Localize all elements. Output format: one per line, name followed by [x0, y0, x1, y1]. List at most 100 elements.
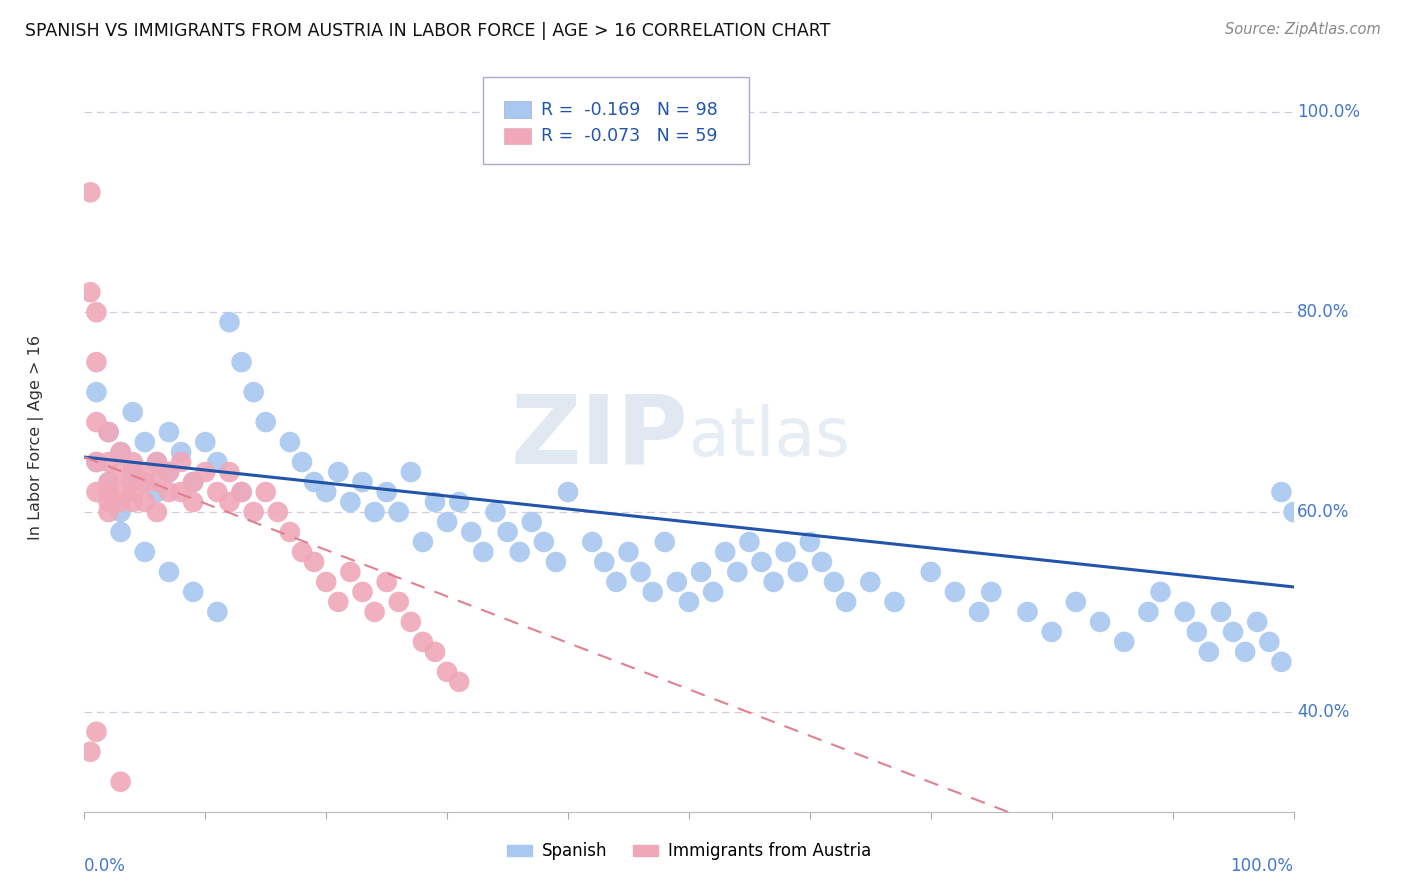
Point — [1149, 585, 1171, 599]
Point — [134, 435, 156, 450]
Text: 100.0%: 100.0% — [1230, 856, 1294, 875]
Point — [110, 445, 132, 459]
Point — [762, 574, 785, 589]
Point — [97, 425, 120, 439]
Point — [980, 585, 1002, 599]
Point — [1234, 645, 1257, 659]
Point — [533, 535, 555, 549]
Point — [170, 445, 193, 459]
Point — [79, 186, 101, 200]
Legend: Spanish, Immigrants from Austria: Spanish, Immigrants from Austria — [501, 836, 877, 867]
Point — [110, 445, 132, 459]
Point — [399, 465, 422, 479]
Point — [375, 485, 398, 500]
Point — [1137, 605, 1160, 619]
Point — [751, 555, 773, 569]
Point — [86, 724, 108, 739]
Point — [328, 465, 350, 479]
Point — [134, 475, 156, 489]
Point — [146, 485, 169, 500]
Point — [943, 585, 966, 599]
Point — [194, 435, 217, 450]
Point — [436, 665, 458, 679]
Point — [110, 495, 132, 509]
Point — [388, 595, 411, 609]
Point — [254, 485, 277, 500]
Point — [738, 535, 761, 549]
Point — [121, 465, 143, 479]
Text: ZIP: ZIP — [510, 391, 689, 483]
Point — [1270, 485, 1292, 500]
Point — [423, 495, 446, 509]
Point — [678, 595, 700, 609]
Point — [1209, 605, 1232, 619]
Point — [207, 455, 229, 469]
Text: 100.0%: 100.0% — [1298, 103, 1360, 121]
Point — [97, 505, 120, 519]
Point — [207, 485, 229, 500]
Point — [302, 475, 325, 489]
Point — [1270, 655, 1292, 669]
Point — [1174, 605, 1197, 619]
Point — [231, 485, 253, 500]
Point — [134, 465, 156, 479]
Point — [1222, 624, 1244, 639]
Point — [339, 495, 361, 509]
Text: R =  -0.073   N = 59: R = -0.073 N = 59 — [541, 127, 718, 145]
Point — [207, 605, 229, 619]
Point — [1040, 624, 1063, 639]
Text: 60.0%: 60.0% — [1298, 503, 1350, 521]
Point — [1114, 635, 1136, 649]
Point — [1246, 615, 1268, 629]
Point — [157, 465, 180, 479]
Point — [231, 485, 253, 500]
Point — [110, 774, 132, 789]
Point — [725, 565, 748, 579]
Point — [605, 574, 627, 589]
Point — [702, 585, 724, 599]
Point — [363, 505, 385, 519]
Point — [1064, 595, 1087, 609]
Point — [181, 585, 204, 599]
Point — [121, 485, 143, 500]
Point — [859, 574, 882, 589]
Point — [97, 475, 120, 489]
Point — [291, 545, 314, 559]
Point — [121, 475, 143, 489]
Point — [181, 475, 204, 489]
Point — [231, 355, 253, 369]
Text: atlas: atlas — [689, 404, 849, 470]
Point — [218, 495, 240, 509]
Point — [170, 455, 193, 469]
FancyBboxPatch shape — [484, 78, 749, 163]
Text: 0.0%: 0.0% — [84, 856, 127, 875]
Point — [86, 385, 108, 400]
Point — [412, 635, 434, 649]
Text: 80.0%: 80.0% — [1298, 303, 1350, 321]
Point — [617, 545, 640, 559]
Point — [811, 555, 834, 569]
Point — [352, 585, 374, 599]
Point — [134, 475, 156, 489]
Point — [399, 615, 422, 629]
Point — [328, 595, 350, 609]
Point — [97, 485, 120, 500]
Point — [146, 505, 169, 519]
Point — [278, 435, 301, 450]
Point — [194, 465, 217, 479]
Point — [121, 405, 143, 419]
Point — [242, 385, 264, 400]
Text: R =  -0.169   N = 98: R = -0.169 N = 98 — [541, 101, 718, 119]
Text: SPANISH VS IMMIGRANTS FROM AUSTRIA IN LABOR FORCE | AGE > 16 CORRELATION CHART: SPANISH VS IMMIGRANTS FROM AUSTRIA IN LA… — [25, 22, 831, 40]
Point — [557, 485, 579, 500]
Point — [436, 515, 458, 529]
Point — [86, 305, 108, 319]
Point — [79, 285, 101, 300]
Point — [799, 535, 821, 549]
Point — [654, 535, 676, 549]
Point — [110, 505, 132, 519]
Point — [1258, 635, 1281, 649]
Point — [267, 505, 290, 519]
Point — [509, 545, 531, 559]
Point — [496, 524, 519, 539]
